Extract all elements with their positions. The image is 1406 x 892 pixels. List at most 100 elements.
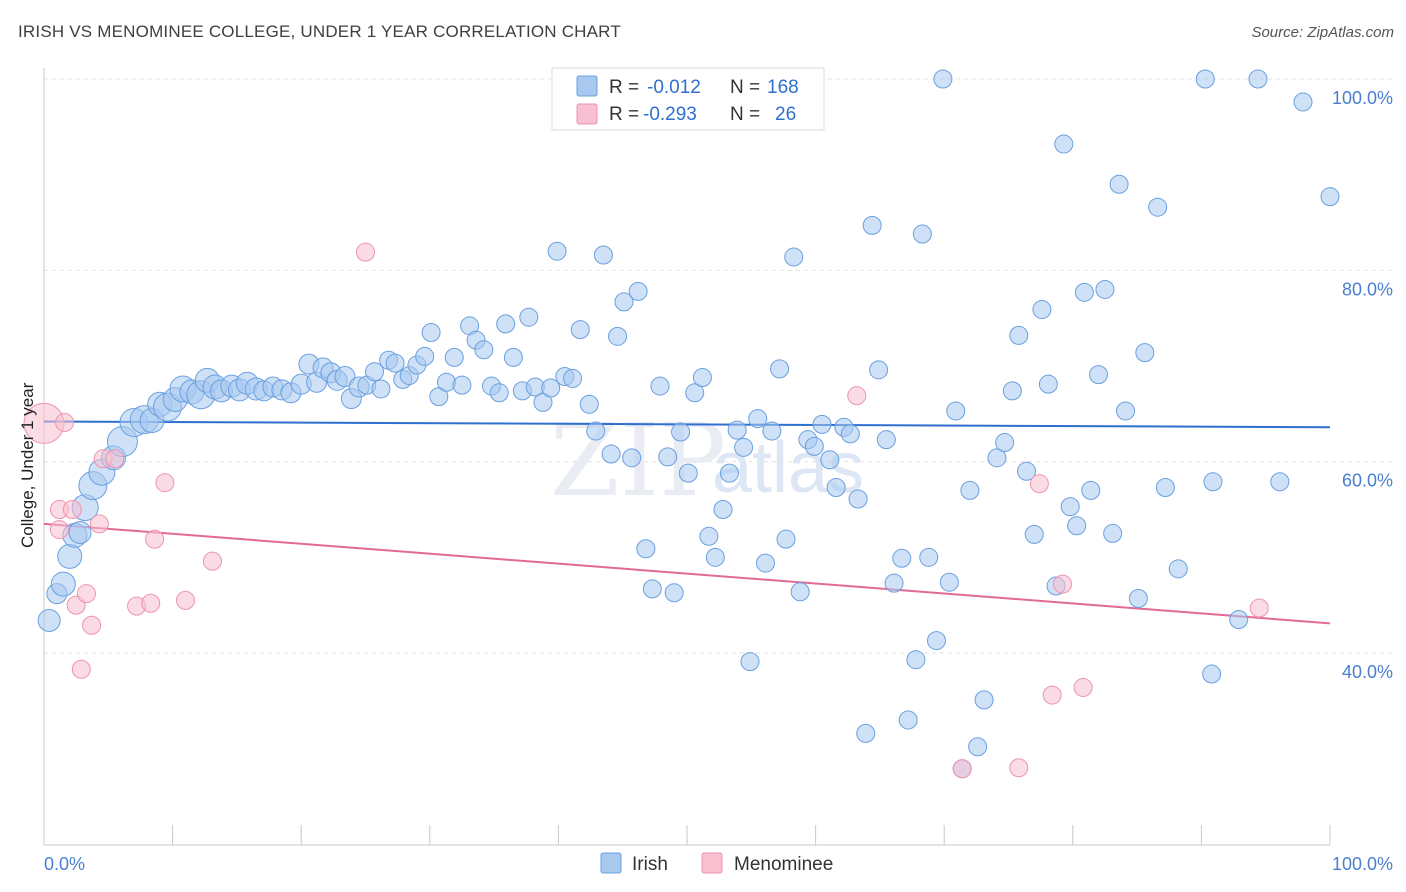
irish-point-88 — [705, 547, 725, 567]
y-tick-label-80: 80.0% — [1342, 279, 1393, 299]
irish-point-49 — [421, 323, 441, 343]
series-legend: Irish Menominee — [600, 852, 833, 875]
irish-point-144 — [1109, 174, 1129, 194]
irish-point-109 — [856, 723, 876, 743]
irish-point-85 — [685, 383, 705, 403]
y-tick-labels: 40.0% 60.0% 80.0% 100.0% — [1332, 88, 1393, 682]
series-legend-label-irish: Irish — [632, 854, 668, 875]
irish-point-93 — [740, 652, 760, 672]
trend-lines — [43, 420, 1331, 625]
irish-point-80 — [650, 376, 670, 396]
stats-legend: R = -0.012 N = 168 R = -0.293 N = 26 — [551, 67, 825, 131]
irish-point-115 — [898, 710, 918, 730]
irish-point-138 — [1067, 516, 1087, 536]
irish-point-78 — [636, 539, 656, 559]
irish-point-110 — [862, 215, 882, 235]
menominee-point-25 — [1073, 677, 1093, 697]
menominee-point-26 — [1249, 598, 1269, 618]
legend-n-value-irish: 168 — [767, 77, 799, 98]
irish-point-142 — [1095, 279, 1115, 299]
irish-point-73 — [601, 444, 621, 464]
y-tick-label-40: 40.0% — [1342, 662, 1393, 682]
irish-point-91 — [727, 420, 747, 440]
irish-point-86 — [692, 367, 712, 387]
legend-n-label-irish: N = — [730, 77, 760, 98]
irish-point-72 — [593, 245, 613, 265]
irish-point-132 — [1024, 524, 1044, 544]
menominee-trend-line — [43, 522, 1331, 625]
menominee-point-17 — [202, 551, 222, 571]
irish-point-79 — [642, 579, 662, 599]
irish-point-122 — [946, 401, 966, 421]
menominee-point-11 — [105, 449, 125, 469]
irish-point-155 — [1248, 69, 1268, 89]
irish-point-92 — [734, 437, 754, 457]
menominee-point-14 — [145, 529, 165, 549]
irish-point-89 — [713, 500, 733, 519]
irish-point-76 — [622, 448, 642, 468]
y-tick-label-100: 100.0% — [1332, 88, 1393, 108]
irish-point-41 — [365, 362, 385, 382]
irish-point-69 — [570, 320, 590, 340]
irish-point-149 — [1155, 477, 1175, 497]
chart-title: IRISH VS MENOMINEE COLLEGE, UNDER 1 YEAR… — [18, 22, 621, 41]
irish-point-125 — [968, 737, 988, 757]
irish-point-77 — [628, 281, 648, 301]
menominee-point-4 — [62, 500, 82, 519]
irish-trend-line — [43, 420, 1331, 429]
irish-point-84 — [678, 463, 698, 483]
irish-point-111 — [869, 360, 889, 380]
irish-point-65 — [541, 378, 561, 398]
y-axis-label: College, Under 1 year — [18, 382, 37, 548]
irish-point-105 — [826, 477, 846, 497]
irish-point-126 — [974, 690, 994, 710]
irish-point-143 — [1103, 523, 1123, 543]
irish-point-97 — [770, 359, 790, 379]
irish-point-103 — [812, 414, 832, 434]
irish-point-117 — [912, 224, 932, 244]
irish-point-70 — [579, 394, 599, 414]
legend-n-label-menominee: N = — [730, 104, 760, 125]
irish-point-104 — [820, 450, 840, 470]
irish-point-74 — [608, 326, 628, 346]
irish-point-37 — [334, 366, 356, 388]
irish-point-119 — [926, 631, 946, 651]
irish-point-128 — [995, 433, 1015, 453]
menominee-point-22 — [1029, 474, 1049, 494]
legend-r-value-irish: -0.012 — [647, 77, 701, 98]
irish-point-99 — [784, 247, 804, 267]
irish-point-120 — [933, 69, 953, 89]
source-label: Source: ZipAtlas.com — [1251, 24, 1394, 41]
irish-point-134 — [1038, 374, 1058, 394]
irish-point-68 — [563, 368, 583, 388]
irish-point-150 — [1168, 559, 1188, 579]
irish-point-56 — [474, 340, 494, 360]
irish-point-139 — [1074, 282, 1094, 302]
irish-point-5 — [68, 520, 92, 544]
menominee-point-9 — [89, 514, 109, 534]
menominee-point-16 — [175, 590, 195, 610]
irish-point-129 — [1002, 381, 1022, 401]
irish-point-94 — [748, 409, 768, 429]
legend-r-value-menominee: -0.293 — [643, 104, 697, 125]
irish-point-42 — [371, 379, 391, 399]
irish-point-71 — [586, 421, 606, 441]
irish-point-95 — [755, 553, 775, 573]
irish-point-102 — [804, 436, 824, 456]
menominee-point-24 — [1053, 574, 1073, 594]
irish-point-152 — [1202, 664, 1222, 684]
irish-point-108 — [848, 489, 868, 509]
irish-point-82 — [664, 583, 684, 603]
irish-point-147 — [1128, 588, 1148, 608]
menominee-point-13 — [141, 593, 161, 613]
menominee-point-23 — [1042, 685, 1062, 705]
grid-lines — [44, 78, 1394, 654]
irish-point-146 — [1135, 343, 1155, 363]
menominee-point-21 — [1009, 758, 1029, 778]
irish-point-127 — [987, 448, 1007, 468]
irish-point-112 — [876, 430, 896, 450]
irish-point-116 — [906, 650, 926, 670]
irish-point-121 — [939, 572, 959, 592]
legend-n-value-menominee: 26 — [775, 104, 796, 125]
